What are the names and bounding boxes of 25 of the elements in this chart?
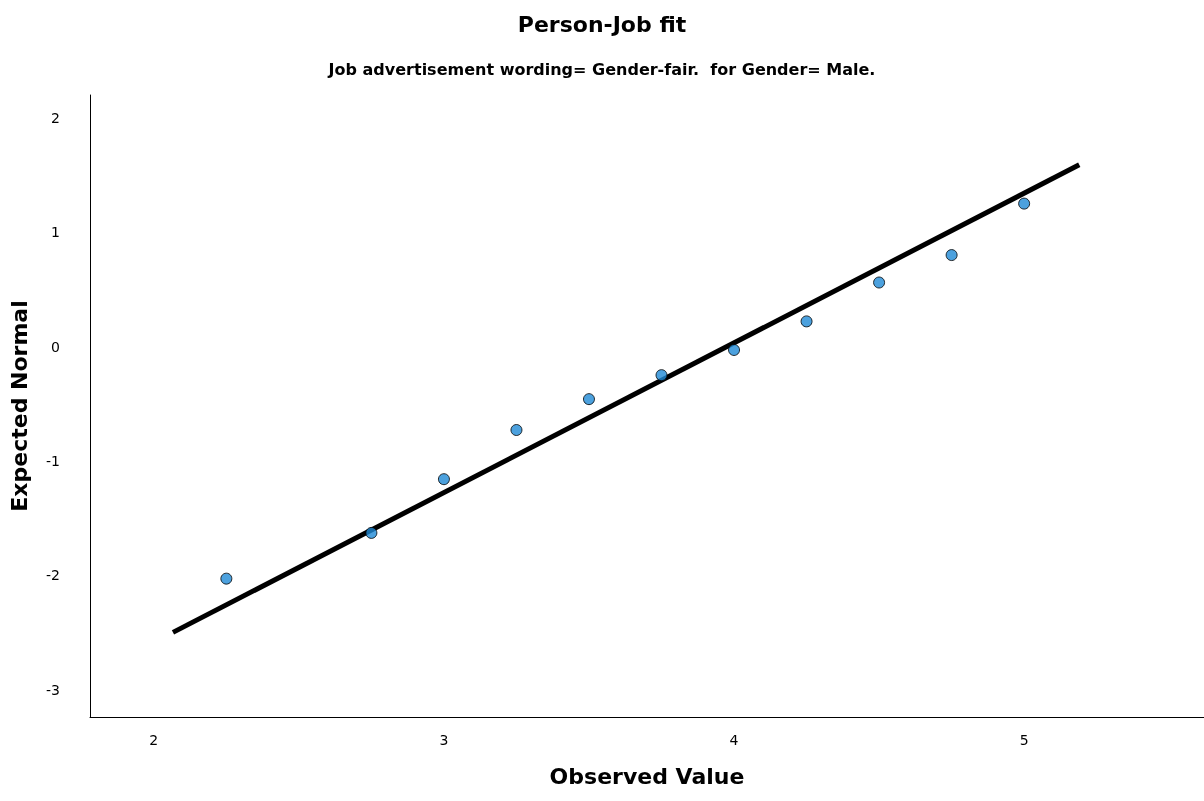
x-tick-label: 4: [729, 732, 739, 748]
y-axis-title: Expected Normal: [6, 300, 32, 512]
x-tick-label: 5: [1019, 732, 1029, 748]
chart-subtitle: Job advertisement wording= Gender-fair. for Gender= Male.: [327, 59, 876, 79]
y-tick-label: -1: [46, 452, 60, 469]
point: [365, 526, 378, 539]
y-tick-label: -2: [46, 567, 60, 584]
point: [510, 424, 523, 437]
point: [800, 315, 813, 328]
point: [728, 343, 741, 356]
y-tick-label: 2: [51, 109, 60, 126]
point: [873, 276, 886, 289]
point: [220, 572, 233, 585]
y-tick-label: 0: [51, 338, 60, 355]
x-tick-label: 2: [149, 732, 159, 748]
point: [437, 473, 450, 486]
point: [655, 369, 668, 382]
point: [945, 249, 958, 262]
point: [1018, 197, 1031, 210]
point: [582, 393, 595, 406]
y-tick-label: 1: [51, 224, 60, 241]
x-tick-label: 3: [439, 732, 449, 748]
x-axis-title: Observed Value: [549, 763, 745, 789]
y-tick-label: -3: [46, 681, 60, 698]
chart-title: Person-Job fit: [517, 11, 687, 37]
